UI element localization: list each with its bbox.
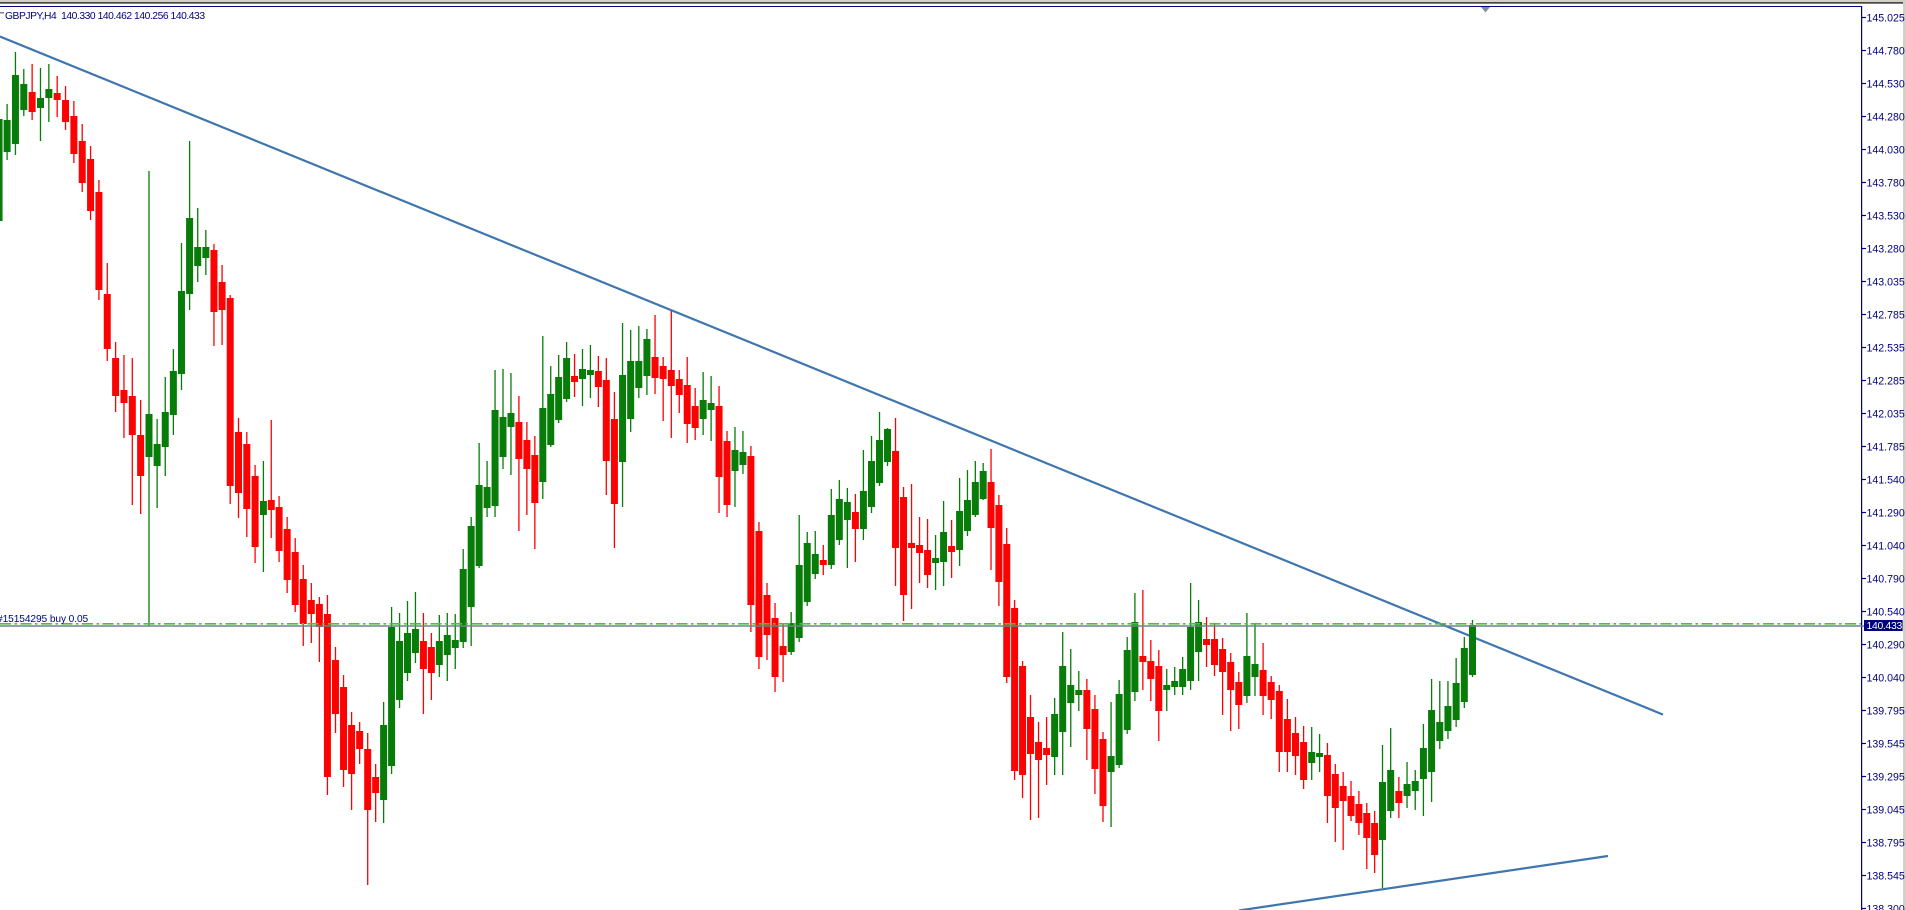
svg-text:142.035: 142.035 xyxy=(1867,409,1905,421)
svg-text:139.295: 139.295 xyxy=(1867,772,1905,784)
svg-text:144.530: 144.530 xyxy=(1867,79,1905,91)
svg-text:140.290: 140.290 xyxy=(1867,640,1905,652)
svg-text:144.780: 144.780 xyxy=(1867,46,1905,58)
svg-text:142.785: 142.785 xyxy=(1867,310,1905,322)
svg-text:143.035: 143.035 xyxy=(1867,277,1905,289)
svg-text:138.795: 138.795 xyxy=(1867,838,1905,850)
svg-text:139.045: 139.045 xyxy=(1867,805,1905,817)
svg-text:143.280: 143.280 xyxy=(1867,244,1905,256)
svg-text:140.790: 140.790 xyxy=(1867,574,1905,586)
svg-text:#15154295 buy 0.05: #15154295 buy 0.05 xyxy=(0,614,89,625)
svg-text:139.795: 139.795 xyxy=(1867,706,1905,718)
svg-text:141.540: 141.540 xyxy=(1867,475,1905,487)
svg-text:143.530: 143.530 xyxy=(1867,211,1905,223)
svg-text:145.025: 145.025 xyxy=(1867,13,1905,25)
svg-text:141.785: 141.785 xyxy=(1867,442,1905,454)
svg-text:139.545: 139.545 xyxy=(1867,739,1905,751)
svg-text:140.040: 140.040 xyxy=(1867,673,1905,685)
svg-text:GBPJPY,H4 140.330 140.462 140: GBPJPY,H4 140.330 140.462 140.256 140.43… xyxy=(5,11,205,22)
svg-text:140.433: 140.433 xyxy=(1867,621,1903,632)
svg-text:141.290: 141.290 xyxy=(1867,508,1905,520)
svg-text:142.285: 142.285 xyxy=(1867,376,1905,388)
svg-text:143.780: 143.780 xyxy=(1867,178,1905,190)
svg-text:141.040: 141.040 xyxy=(1867,541,1905,553)
svg-text:138.300: 138.300 xyxy=(1867,904,1905,910)
svg-text:138.545: 138.545 xyxy=(1867,871,1905,883)
svg-text:140.540: 140.540 xyxy=(1867,607,1905,619)
svg-text:144.280: 144.280 xyxy=(1867,112,1905,124)
svg-text:142.535: 142.535 xyxy=(1867,343,1905,355)
svg-text:144.030: 144.030 xyxy=(1867,145,1905,157)
